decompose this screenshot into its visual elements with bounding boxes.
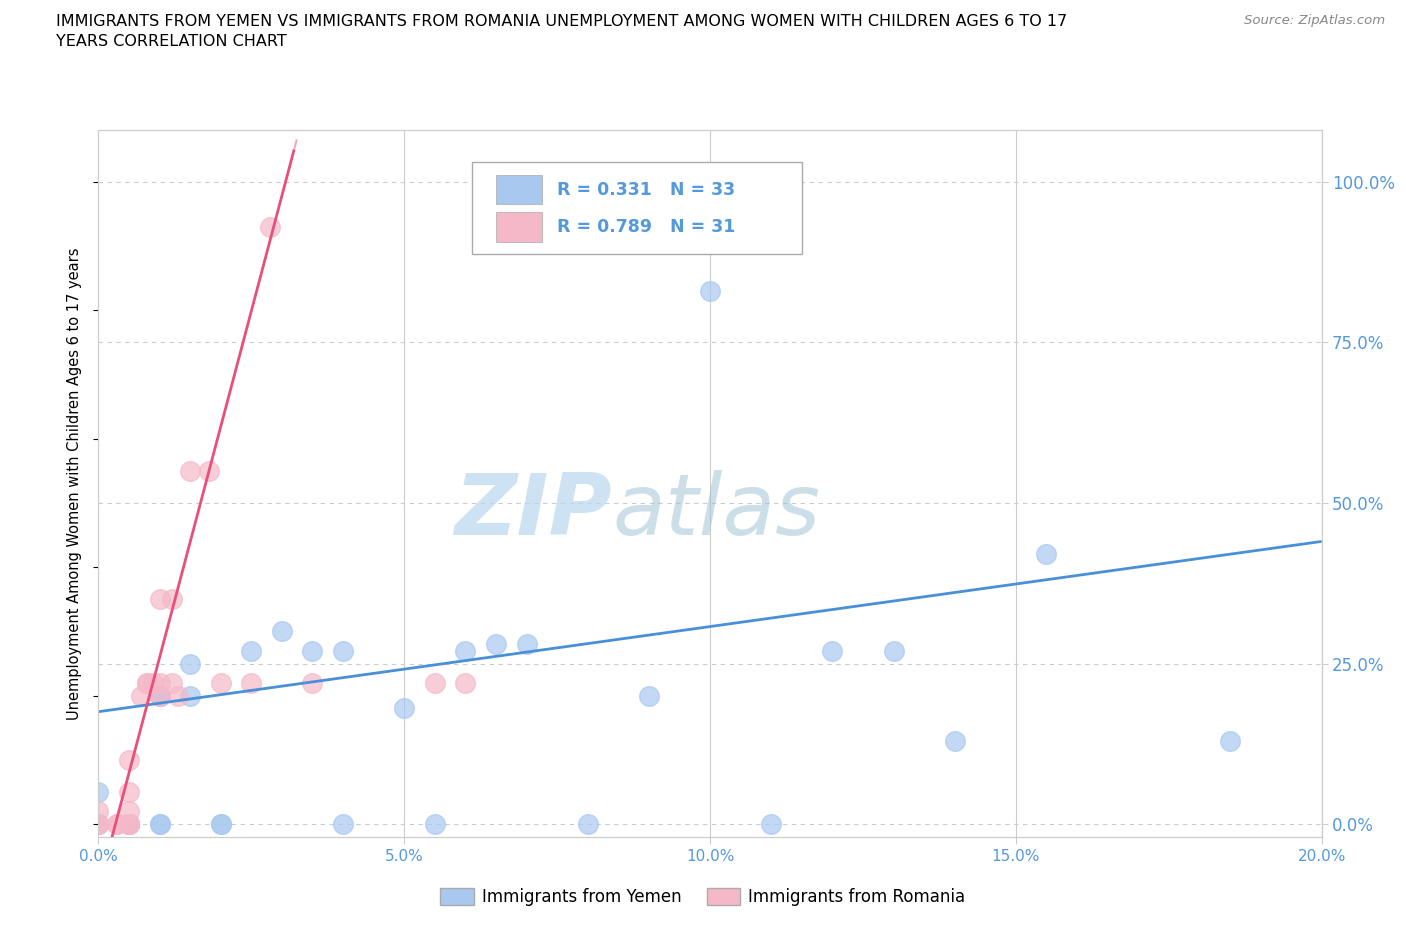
Point <box>423 817 446 831</box>
Point <box>485 637 508 652</box>
Point <box>105 817 128 831</box>
Point <box>423 675 446 690</box>
Point <box>136 675 159 690</box>
Point <box>149 817 172 831</box>
Point <box>118 817 141 831</box>
Point <box>209 817 232 831</box>
Point <box>118 804 141 818</box>
Point <box>1219 733 1241 748</box>
Point <box>270 624 292 639</box>
Text: atlas: atlas <box>612 471 820 553</box>
Point <box>516 637 538 652</box>
Point <box>149 591 172 606</box>
Point <box>149 688 172 703</box>
Point <box>87 785 110 800</box>
Point <box>136 675 159 690</box>
Text: R = 0.331   N = 33: R = 0.331 N = 33 <box>557 180 735 199</box>
Point <box>259 219 281 234</box>
Point <box>332 644 354 658</box>
Point <box>149 688 172 703</box>
Point <box>87 817 110 831</box>
FancyBboxPatch shape <box>496 212 543 242</box>
Point <box>179 463 201 478</box>
Point <box>821 644 844 658</box>
Point <box>149 675 172 690</box>
Point <box>392 701 416 716</box>
Point <box>637 688 661 703</box>
Point <box>332 817 354 831</box>
Point <box>576 817 599 831</box>
Text: YEARS CORRELATION CHART: YEARS CORRELATION CHART <box>56 34 287 49</box>
Point <box>179 688 201 703</box>
Point <box>454 675 477 690</box>
Point <box>149 817 172 831</box>
Legend: Immigrants from Yemen, Immigrants from Romania: Immigrants from Yemen, Immigrants from R… <box>434 881 972 912</box>
Point <box>105 817 128 831</box>
Point <box>197 463 219 478</box>
Point <box>167 688 190 703</box>
Point <box>759 817 782 831</box>
Point <box>301 644 323 658</box>
Point <box>454 644 477 658</box>
Text: R = 0.789   N = 31: R = 0.789 N = 31 <box>557 218 735 236</box>
Point <box>118 817 141 831</box>
Point <box>699 284 721 299</box>
Point <box>1035 547 1057 562</box>
Point <box>87 817 110 831</box>
Point <box>87 817 110 831</box>
Point <box>142 675 165 690</box>
Point <box>87 804 110 818</box>
Point <box>118 817 141 831</box>
Point <box>149 688 172 703</box>
Point <box>118 785 141 800</box>
Point <box>160 591 183 606</box>
Point <box>883 644 905 658</box>
Point <box>87 817 110 831</box>
Point <box>160 675 183 690</box>
Point <box>179 656 201 671</box>
Point <box>943 733 966 748</box>
Point <box>87 817 110 831</box>
Point <box>129 688 152 703</box>
Point <box>118 817 141 831</box>
Text: IMMIGRANTS FROM YEMEN VS IMMIGRANTS FROM ROMANIA UNEMPLOYMENT AMONG WOMEN WITH C: IMMIGRANTS FROM YEMEN VS IMMIGRANTS FROM… <box>56 14 1067 29</box>
Point <box>240 644 263 658</box>
Point <box>87 817 110 831</box>
Text: ZIP: ZIP <box>454 471 612 553</box>
Text: Source: ZipAtlas.com: Source: ZipAtlas.com <box>1244 14 1385 27</box>
Point <box>301 675 323 690</box>
Point <box>118 817 141 831</box>
FancyBboxPatch shape <box>471 162 801 254</box>
Point <box>240 675 263 690</box>
Point <box>118 817 141 831</box>
FancyBboxPatch shape <box>496 175 543 205</box>
Point <box>209 675 232 690</box>
Point <box>118 752 141 767</box>
Y-axis label: Unemployment Among Women with Children Ages 6 to 17 years: Unemployment Among Women with Children A… <box>67 247 83 720</box>
Point <box>209 817 232 831</box>
